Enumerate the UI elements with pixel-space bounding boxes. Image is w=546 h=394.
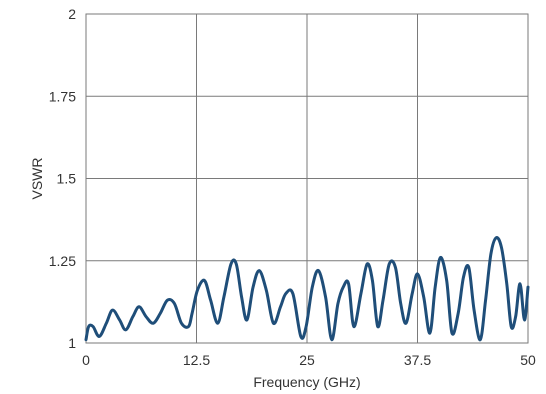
x-tick-label: 50	[520, 352, 536, 368]
x-tick-label: 0	[82, 352, 90, 368]
y-axis-tick-labels: 1 1.25 1.5 1.75 2	[49, 6, 76, 351]
x-axis-title: Frequency (GHz)	[253, 374, 360, 390]
y-tick-label: 2	[68, 6, 76, 22]
x-tick-label: 25	[299, 352, 315, 368]
x-axis-tick-labels: 0 12.5 25 37.5 50	[82, 352, 536, 368]
y-tick-label: 1.5	[57, 171, 77, 187]
vswr-series-line-0	[84, 236, 530, 342]
plot-area-frame	[85, 13, 529, 344]
y-tick-label: 1	[68, 335, 76, 351]
series-layer	[84, 236, 530, 342]
y-axis-title: VSWR	[29, 158, 45, 200]
y-tick-label: 1.75	[49, 88, 76, 104]
x-tick-label: 37.5	[404, 352, 431, 368]
y-tick-label: 1.25	[49, 253, 76, 269]
x-tick-label: 12.5	[183, 352, 210, 368]
